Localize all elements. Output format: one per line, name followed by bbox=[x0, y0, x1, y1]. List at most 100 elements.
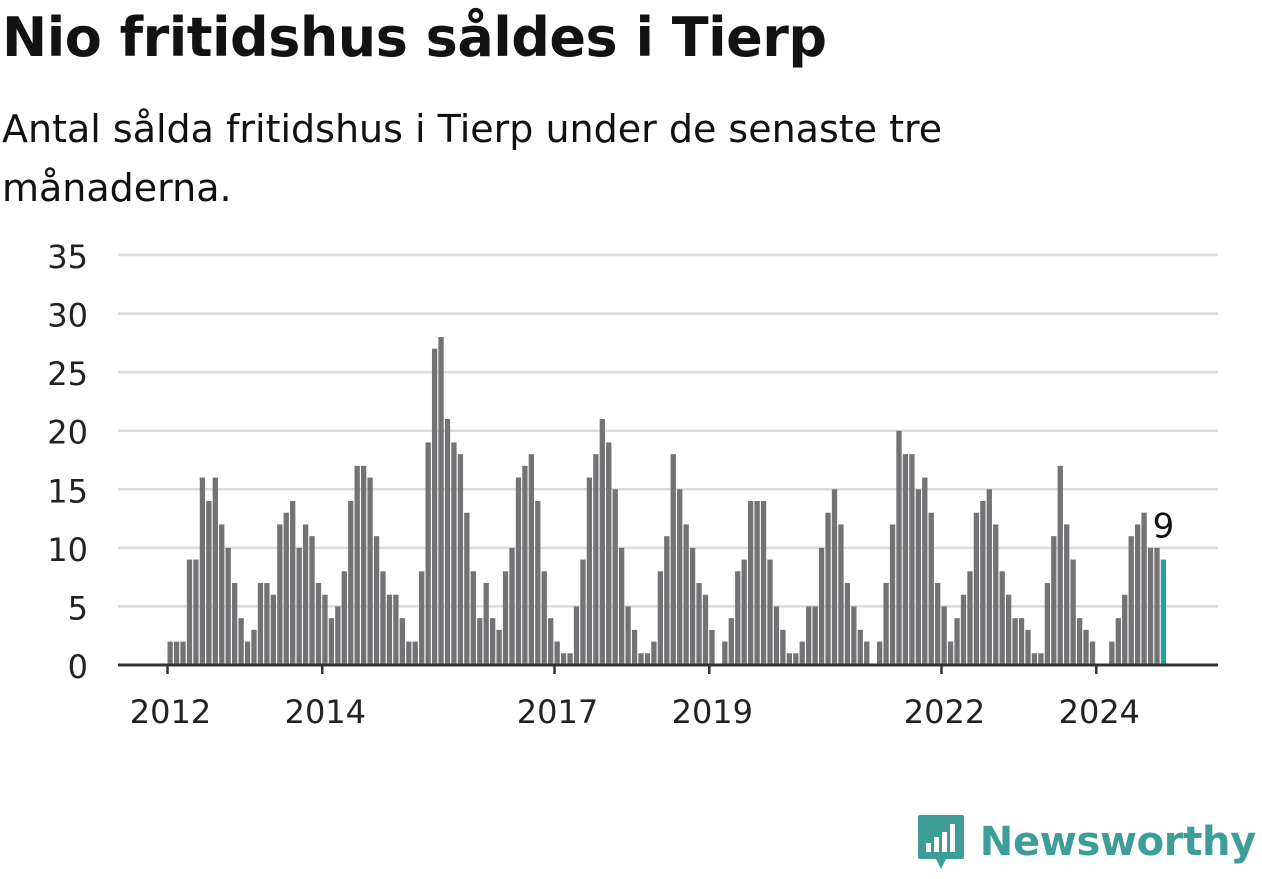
bar bbox=[560, 653, 567, 665]
bar bbox=[877, 641, 883, 665]
bar bbox=[354, 465, 360, 665]
bar bbox=[709, 629, 715, 665]
bar bbox=[864, 641, 870, 665]
bar bbox=[1089, 641, 1096, 665]
bar bbox=[664, 536, 670, 665]
bar bbox=[857, 629, 863, 665]
bar bbox=[915, 489, 921, 665]
bar bbox=[967, 571, 973, 665]
bar bbox=[399, 618, 405, 665]
x-tick-label: 2024 bbox=[1059, 693, 1140, 731]
bar bbox=[935, 583, 941, 665]
bar bbox=[1031, 653, 1038, 665]
bar bbox=[683, 524, 689, 665]
bar bbox=[270, 594, 276, 665]
chart-subtitle: Antal sålda fritidshus i Tierp under de … bbox=[2, 107, 943, 210]
bar bbox=[212, 477, 218, 665]
bar bbox=[593, 454, 599, 665]
bar bbox=[741, 559, 747, 665]
bar bbox=[367, 477, 373, 665]
bar bbox=[896, 430, 902, 665]
bar bbox=[851, 606, 857, 665]
bar bbox=[947, 641, 954, 665]
bar bbox=[960, 594, 967, 665]
bar bbox=[786, 653, 792, 665]
bar bbox=[444, 419, 451, 665]
bar bbox=[599, 419, 605, 665]
bar bbox=[244, 641, 251, 665]
x-tick-label: 2019 bbox=[672, 693, 753, 731]
bar bbox=[1025, 629, 1031, 665]
bar bbox=[302, 524, 309, 665]
bar bbox=[1012, 618, 1018, 665]
bar bbox=[1038, 653, 1044, 665]
bar bbox=[251, 629, 257, 665]
bar bbox=[986, 489, 992, 665]
bar bbox=[264, 583, 270, 665]
bar bbox=[477, 618, 483, 665]
bar bbox=[451, 442, 457, 665]
bar bbox=[928, 512, 934, 665]
bar bbox=[980, 501, 986, 665]
bar bbox=[825, 512, 831, 665]
bar bbox=[644, 653, 651, 665]
y-tick-label: 10 bbox=[47, 531, 88, 569]
x-tick-label: 2022 bbox=[904, 693, 985, 731]
bar bbox=[1070, 559, 1076, 665]
bar bbox=[625, 606, 631, 665]
bar bbox=[606, 442, 612, 665]
bar bbox=[1006, 594, 1012, 665]
bar bbox=[1076, 618, 1083, 665]
bar bbox=[773, 606, 780, 665]
bar-chart: 0 5 10 15 20 25 30 35 2012 2014 2017 2019 2022 2024 9 bbox=[47, 238, 1218, 731]
bar bbox=[793, 653, 799, 665]
bar bbox=[509, 547, 515, 665]
bar bbox=[573, 606, 580, 665]
bar bbox=[238, 618, 244, 665]
bar bbox=[232, 583, 238, 665]
bar bbox=[315, 583, 322, 665]
bar bbox=[1109, 641, 1115, 665]
bar bbox=[909, 454, 915, 665]
bar bbox=[799, 641, 805, 665]
bar bbox=[431, 348, 438, 665]
bar bbox=[386, 594, 393, 665]
bar bbox=[651, 641, 657, 665]
bar bbox=[567, 653, 573, 665]
bar bbox=[831, 489, 838, 665]
bar bbox=[812, 606, 818, 665]
bar bbox=[464, 512, 470, 665]
bar bbox=[760, 501, 767, 665]
bar bbox=[631, 629, 638, 665]
bar bbox=[702, 594, 709, 665]
bar bbox=[883, 583, 889, 665]
newsworthy-logo-icon bbox=[917, 815, 964, 869]
bar bbox=[735, 571, 741, 665]
bar bbox=[1115, 618, 1121, 665]
bar bbox=[193, 559, 199, 665]
bar bbox=[502, 571, 509, 665]
newsworthy-brand: Newsworthy bbox=[916, 813, 1256, 871]
bar bbox=[225, 547, 231, 665]
bar bbox=[219, 524, 225, 665]
bar bbox=[993, 524, 999, 665]
bar bbox=[541, 571, 547, 665]
bar bbox=[696, 583, 702, 665]
bar bbox=[283, 512, 289, 665]
bar bbox=[1064, 524, 1070, 665]
bar bbox=[767, 559, 773, 665]
bar bbox=[373, 536, 380, 665]
bar bbox=[1051, 536, 1057, 665]
bar bbox=[999, 571, 1005, 665]
bar bbox=[515, 477, 522, 665]
y-tick-label: 25 bbox=[47, 355, 88, 393]
bar bbox=[586, 477, 593, 665]
bar bbox=[180, 641, 186, 665]
y-tick-label: 5 bbox=[68, 589, 88, 627]
bar bbox=[322, 594, 328, 665]
bar bbox=[689, 547, 696, 665]
bar bbox=[167, 641, 173, 665]
bar bbox=[657, 571, 663, 665]
y-tick-label: 20 bbox=[47, 414, 88, 452]
bar bbox=[670, 454, 676, 665]
